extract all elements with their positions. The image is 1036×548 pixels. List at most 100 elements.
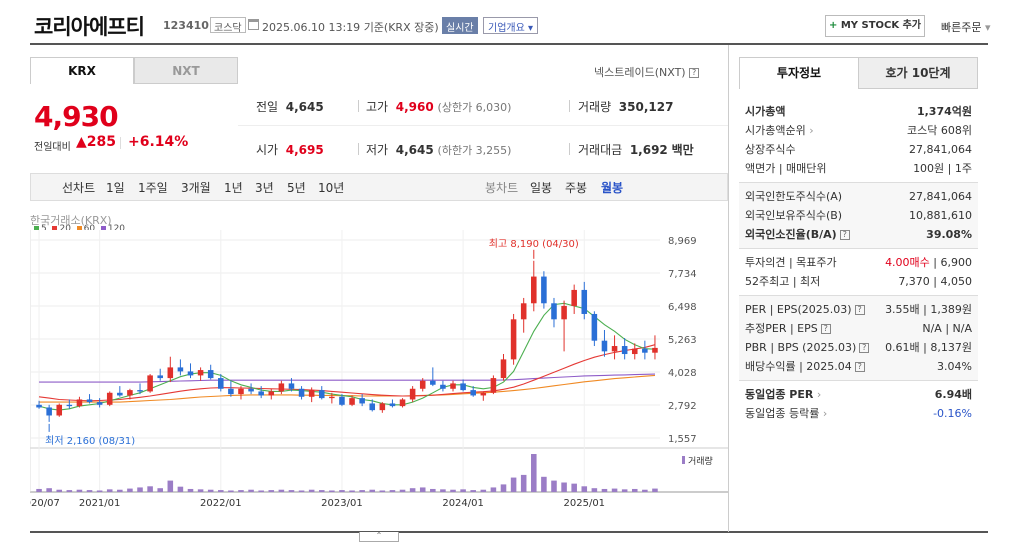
volume-bar	[76, 489, 83, 492]
info-value: 39.08%	[926, 228, 972, 241]
current-price: 4,930	[34, 100, 119, 133]
help-icon[interactable]: ?	[854, 305, 865, 315]
calendar-icon	[248, 19, 259, 30]
info-row: 52주최고 | 최저 7,370 | 4,050	[739, 272, 978, 291]
info-row: 상장주식수 27,841,064	[739, 140, 978, 159]
candle-body	[177, 367, 184, 372]
volume-bar	[419, 487, 426, 492]
volume: 거래량 350,127	[578, 100, 674, 114]
quick-order-button[interactable]: 빠른주문 ▾	[941, 21, 991, 34]
candle-body	[308, 390, 315, 397]
period-3y[interactable]: 3년	[255, 181, 274, 195]
help-icon[interactable]: ?	[859, 343, 870, 353]
panel-divider	[728, 45, 729, 532]
volume-bar	[369, 489, 376, 492]
volume-bar	[450, 489, 456, 492]
volume-bar	[520, 474, 527, 492]
sector-group: 동일업종 PER › 6.94배 동일업종 등락률 › -0.16%	[739, 380, 978, 427]
volume-bar	[157, 488, 163, 492]
tab-nxt[interactable]: NXT	[134, 57, 238, 84]
period-5y[interactable]: 5년	[287, 181, 306, 195]
tab-orderbook-10[interactable]: 호가 10단계	[858, 57, 978, 89]
volume-bar	[621, 489, 628, 492]
candle-body	[480, 392, 487, 396]
tab-invest-info[interactable]: 투자정보	[739, 57, 859, 89]
info-label: 투자의견 | 목표주가	[745, 256, 837, 269]
candle-body	[86, 399, 93, 403]
candle-chart-label[interactable]: 봉차트	[485, 181, 519, 195]
help-icon[interactable]: ?	[820, 324, 831, 334]
candle-body	[218, 378, 224, 389]
x-tick-label: 2020/07	[30, 498, 60, 509]
info-row: 투자의견 | 목표주가 4.00매수 | 6,900	[739, 253, 978, 272]
candle-body	[339, 396, 345, 405]
help-icon[interactable]: ?	[689, 68, 700, 78]
volume-bar	[480, 489, 487, 492]
info-row[interactable]: 동일업종 등락률 › -0.16%	[739, 404, 978, 423]
volume-bar	[278, 489, 285, 492]
period-monthly[interactable]: 월봉	[601, 181, 624, 195]
candle-body	[500, 359, 507, 379]
period-3m[interactable]: 3개월	[181, 181, 211, 195]
volume-bar	[127, 488, 133, 492]
info-row[interactable]: 시가총액순위 › 코스닥 608위	[739, 121, 978, 140]
info-value: 3.55배 | 1,389원	[885, 303, 972, 316]
tab-krx[interactable]: KRX	[30, 57, 134, 84]
x-tick-label: 2022/01	[200, 498, 242, 509]
volume-bar	[288, 490, 295, 492]
y-tick-label: 5,263	[668, 335, 697, 346]
info-row: 추정PER | EPS? N/A | N/A	[739, 319, 978, 338]
period-1d[interactable]: 1일	[106, 181, 125, 195]
period-10y[interactable]: 10년	[318, 181, 345, 195]
info-label: 상장주식수	[745, 143, 796, 156]
volume-bar	[591, 488, 598, 492]
candle-body	[238, 388, 244, 395]
info-value: 27,841,064	[909, 143, 972, 156]
candle-body	[379, 403, 386, 411]
volume-bar	[601, 488, 608, 492]
candle-body	[228, 388, 234, 395]
my-stock-add-button[interactable]: + MY STOCK 추가	[825, 15, 925, 37]
plus-icon: +	[828, 20, 838, 31]
collapse-chevron-icon[interactable]: ⌃	[359, 532, 399, 542]
period-weekly[interactable]: 주봉	[565, 181, 588, 195]
info-value: 코스닥 608위	[907, 124, 972, 137]
x-tick-label: 2021/01	[79, 498, 121, 509]
y-tick-label: 8,969	[668, 236, 697, 247]
trade-value: 거래대금 1,692 백만	[578, 143, 694, 157]
help-icon[interactable]: ?	[839, 230, 850, 240]
candle-body	[652, 347, 658, 353]
company-overview-button[interactable]: 기업개요 ▾	[483, 17, 539, 34]
realtime-badge[interactable]: 실시간	[442, 17, 478, 34]
volume-bar	[329, 490, 335, 492]
y-tick-label: 1,557	[668, 434, 697, 445]
x-tick-label: 2023/01	[321, 498, 363, 509]
candle-body	[268, 391, 275, 396]
nxt-link[interactable]: 넥스트레이드(NXT) ?	[594, 64, 700, 80]
footer-divider	[30, 531, 988, 533]
info-row[interactable]: 동일업종 PER › 6.94배	[739, 385, 978, 404]
period-1y[interactable]: 1년	[224, 181, 243, 195]
candle-body	[359, 398, 365, 404]
candle-body	[601, 340, 608, 352]
info-label: 시가총액	[745, 105, 786, 118]
candle-body	[591, 313, 598, 341]
candle-body	[157, 375, 163, 379]
chevron-down-icon: ▾	[984, 21, 991, 34]
price-chart[interactable]: 8,969 7,734 6,498 5,263 4,028 2,792 1,557 2020/…	[30, 230, 728, 530]
candle-body	[399, 399, 406, 407]
info-value: -0.16%	[933, 407, 972, 420]
candle-body	[541, 276, 547, 304]
help-icon[interactable]: ?	[854, 362, 865, 372]
invest-info-panel: 시가총액 1,374억원 시가총액순위 › 코스닥 608위 상장주식수 27,841,0…	[739, 98, 978, 427]
candle-body	[76, 399, 83, 407]
line-chart-label[interactable]: 선차트	[62, 181, 96, 195]
volume-bar	[389, 490, 396, 492]
divider	[120, 137, 121, 149]
period-daily[interactable]: 일봉	[530, 181, 553, 195]
candle-body	[561, 305, 567, 320]
chart-period-bar	[30, 173, 728, 201]
header-divider	[30, 43, 988, 45]
volume-bar	[541, 476, 547, 492]
period-1w[interactable]: 1주일	[138, 181, 168, 195]
